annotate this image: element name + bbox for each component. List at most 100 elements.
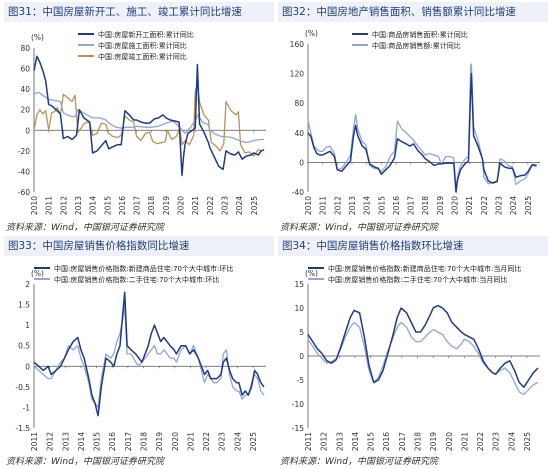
y-unit-label: (%) — [31, 33, 44, 42]
x-tick-label: 2014 — [363, 196, 372, 215]
x-tick-label: 2023 — [221, 196, 230, 215]
series-line-1 — [33, 55, 265, 177]
x-tick-label: 2024 — [235, 196, 244, 215]
x-tick-label: 2020 — [445, 432, 454, 451]
chart-source: 资料来源：Wind，中国银河证券研究院 — [280, 457, 438, 467]
x-tick-label: 2019 — [162, 196, 171, 215]
x-tick-label: 2017 — [407, 196, 416, 215]
x-tick-label: 2013 — [335, 432, 344, 451]
chart-svg: -15 -10 -5 0 5 10 15(%) 2011 2012 2013 2014 2015 201… — [292, 264, 540, 451]
x-tick-label: 2012 — [46, 432, 55, 451]
x-tick-label: 2016 — [108, 432, 117, 451]
x-tick-label: 2023 — [495, 196, 504, 215]
x-tick-label: 2014 — [351, 432, 360, 451]
y-tick-label: 160 — [290, 40, 305, 49]
chart-title: 图34：中国房屋销售价格指数环比增速 — [278, 236, 548, 256]
x-tick-label: 2018 — [147, 196, 156, 215]
chart-panel-3: 图33：中国房屋销售价格指数同比增速 -1.5 -1 -0.5 0 0.5 1 1.5 2 (%… — [4, 236, 274, 469]
x-tick-label: 2024 — [509, 196, 518, 215]
legend-entry: 中国:商品房销售面积:累计同比 — [372, 30, 468, 39]
x-tick-label: 2012 — [320, 432, 329, 451]
series-line-1 — [307, 304, 539, 388]
x-tick-label: 2013 — [61, 432, 70, 451]
legend-entry: 中国:房屋竣工面积:累计同比 — [98, 52, 187, 61]
y-tick-label: 0 — [299, 352, 304, 361]
y-tick-label: -1 — [23, 403, 31, 412]
x-tick-label: 2010 — [30, 196, 39, 215]
x-tick-label: 2013 — [74, 196, 83, 215]
y-tick-label: -5 — [297, 376, 305, 385]
y-tick-label: 1 — [25, 321, 30, 330]
y-tick-label: 80 — [20, 44, 30, 53]
x-tick-label: 2019 — [155, 432, 164, 451]
y-unit-label: (%) — [31, 269, 44, 278]
x-tick-label: 2025 — [249, 432, 258, 451]
x-tick-label: 2011 — [45, 196, 54, 215]
chart-svg: -1.5 -1 -0.5 0 0.5 1 1.5 2(%) 2011 2012 2013 2014 20… — [15, 264, 266, 451]
x-tick-label: 2020 — [451, 196, 460, 215]
x-tick-label: 2020 — [177, 196, 186, 215]
series-line-1 — [33, 291, 265, 417]
chart-svg: -40 0 40 80 120 160(%) 2010 2011 2012 2013 2014 201… — [290, 29, 540, 215]
y-tick-label: 0.5 — [18, 342, 30, 351]
y-tick-label: 0 — [25, 362, 30, 371]
x-tick-label: 2011 — [304, 432, 313, 451]
x-tick-label: 2022 — [206, 196, 215, 215]
series-line-3 — [33, 83, 263, 157]
x-tick-label: 2021 — [465, 196, 474, 215]
y-tick-label: 40 — [294, 129, 304, 138]
y-tick-label: -20 — [18, 147, 30, 156]
x-tick-label: 2020 — [171, 432, 180, 451]
x-tick-label: 2012 — [333, 196, 342, 215]
y-tick-label: 20 — [20, 106, 30, 115]
x-tick-label: 2017 — [398, 432, 407, 451]
x-tick-label: 2022 — [202, 432, 211, 451]
y-tick-label: -0.5 — [15, 383, 30, 392]
x-tick-label: 2021 — [191, 196, 200, 215]
x-tick-label: 2015 — [377, 196, 386, 215]
legend-entry: 中国:房屋销售价格指数:二手住宅:70个大中城市:环比 — [54, 275, 219, 284]
y-tick-label: 10 — [294, 304, 304, 313]
chart-svg: -60 -40 -20 0 20 40 60 80(%) 2010 2011 2012 2013 201… — [18, 30, 266, 215]
y-tick-label: 5 — [299, 328, 304, 337]
x-tick-label: 2018 — [421, 196, 430, 215]
x-tick-label: 2017 — [124, 432, 133, 451]
x-tick-label: 2021 — [460, 432, 469, 451]
chart-panel-4: 图34：中国房屋销售价格指数环比增速 -15 -10 -5 0 5 10 15 (%) 2011… — [278, 236, 548, 469]
y-tick-label: 0 — [25, 126, 30, 135]
series-line-2 — [33, 91, 265, 144]
x-tick-label: 2024 — [233, 432, 242, 451]
y-tick-label: 15 — [294, 280, 304, 289]
legend-entry: 中国:房屋销售价格指数:新建商品住宅:70个大中城市:当月同比 — [328, 264, 521, 273]
chart-title: 图33：中国房屋销售价格指数同比增速 — [4, 236, 274, 256]
legend-entry: 中国:房屋新开工面积:累计同比 — [98, 30, 194, 39]
x-tick-label: 2010 — [304, 196, 313, 215]
chart-panel-1: 图31：中国房屋新开工、施工、竣工累计同比增速 -60 -40 -20 0 20 40 60… — [4, 2, 274, 235]
series-line-1 — [307, 72, 537, 193]
chart-source: 资料来源：Wind，中国银河证券研究院 — [280, 223, 438, 233]
x-tick-label: 2023 — [492, 432, 501, 451]
chart-source: 资料来源：Wind，中国银河证券研究院 — [6, 223, 164, 233]
x-tick-label: 2013 — [348, 196, 357, 215]
x-tick-label: 2022 — [480, 196, 489, 215]
y-tick-label: 1.5 — [18, 301, 30, 310]
x-tick-label: 2021 — [186, 432, 195, 451]
x-tick-label: 2018 — [140, 432, 149, 451]
chart-title: 图32：中国房地产销售面积、销售额累计同比增速 — [278, 2, 548, 22]
x-tick-label: 2012 — [59, 196, 68, 215]
y-tick-label: 80 — [294, 99, 304, 108]
y-tick-label: 40 — [20, 85, 30, 94]
x-tick-label: 2019 — [429, 432, 438, 451]
x-tick-label: 2016 — [382, 432, 391, 451]
x-tick-label: 2025 — [524, 196, 533, 215]
legend-entry: 中国:商品房销售额:累计同比 — [372, 41, 461, 50]
y-tick-label: -1.5 — [15, 424, 30, 433]
y-tick-label: 2 — [25, 280, 30, 289]
y-tick-label: -40 — [292, 188, 304, 197]
x-tick-label: 2022 — [476, 432, 485, 451]
x-tick-label: 2015 — [93, 432, 102, 451]
x-tick-label: 2015 — [103, 196, 112, 215]
x-tick-label: 2011 — [319, 196, 328, 215]
x-tick-label: 2015 — [367, 432, 376, 451]
legend-entry: 中国:房屋施工面积:累计同比 — [98, 41, 187, 50]
